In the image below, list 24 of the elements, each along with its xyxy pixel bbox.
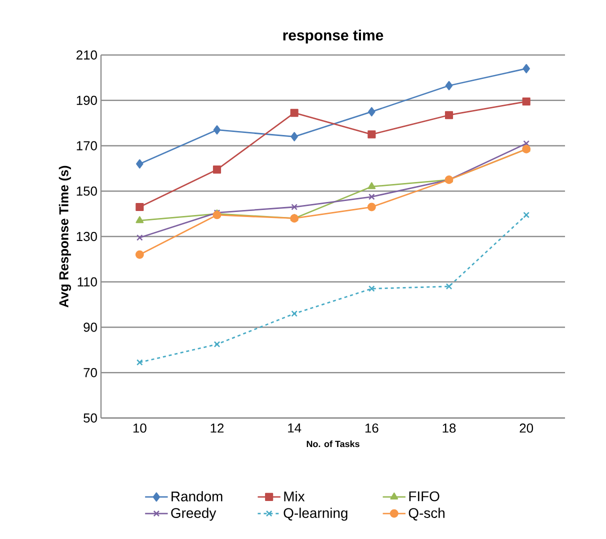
- y-tick-label: 110: [78, 277, 97, 286]
- legend-label: Greedy: [171, 508, 216, 521]
- y-tick-label: 210: [76, 50, 97, 60]
- y-tick-label: 50: [84, 413, 97, 423]
- y-tick-label: 190: [76, 96, 97, 105]
- x-tick-label: 12: [210, 424, 224, 433]
- x-tick-label: 16: [365, 424, 378, 433]
- y-tick-label: 90: [84, 322, 97, 332]
- legend-label: Q-learning: [284, 508, 348, 521]
- x-tick-label: 20: [520, 424, 534, 433]
- chart-title: response time: [283, 30, 384, 44]
- x-axis-title: No. of Tasks: [306, 440, 360, 448]
- x-tick-label: 10: [133, 424, 146, 433]
- x-tick-label: 18: [442, 424, 456, 433]
- legend-label: Q-sch: [408, 508, 444, 520]
- legend-label: FIFO: [409, 491, 440, 502]
- y-axis-title: Avg Response Time (s): [58, 166, 72, 308]
- x-tick-label: 14: [288, 424, 302, 432]
- legend-label: Mix: [284, 491, 305, 502]
- y-tick-label: 130: [76, 232, 97, 242]
- y-tick-label: 170: [76, 141, 97, 150]
- y-tick-label: 70: [84, 368, 97, 378]
- y-tick-label: 150: [76, 186, 97, 196]
- legend-label: Random: [172, 491, 222, 502]
